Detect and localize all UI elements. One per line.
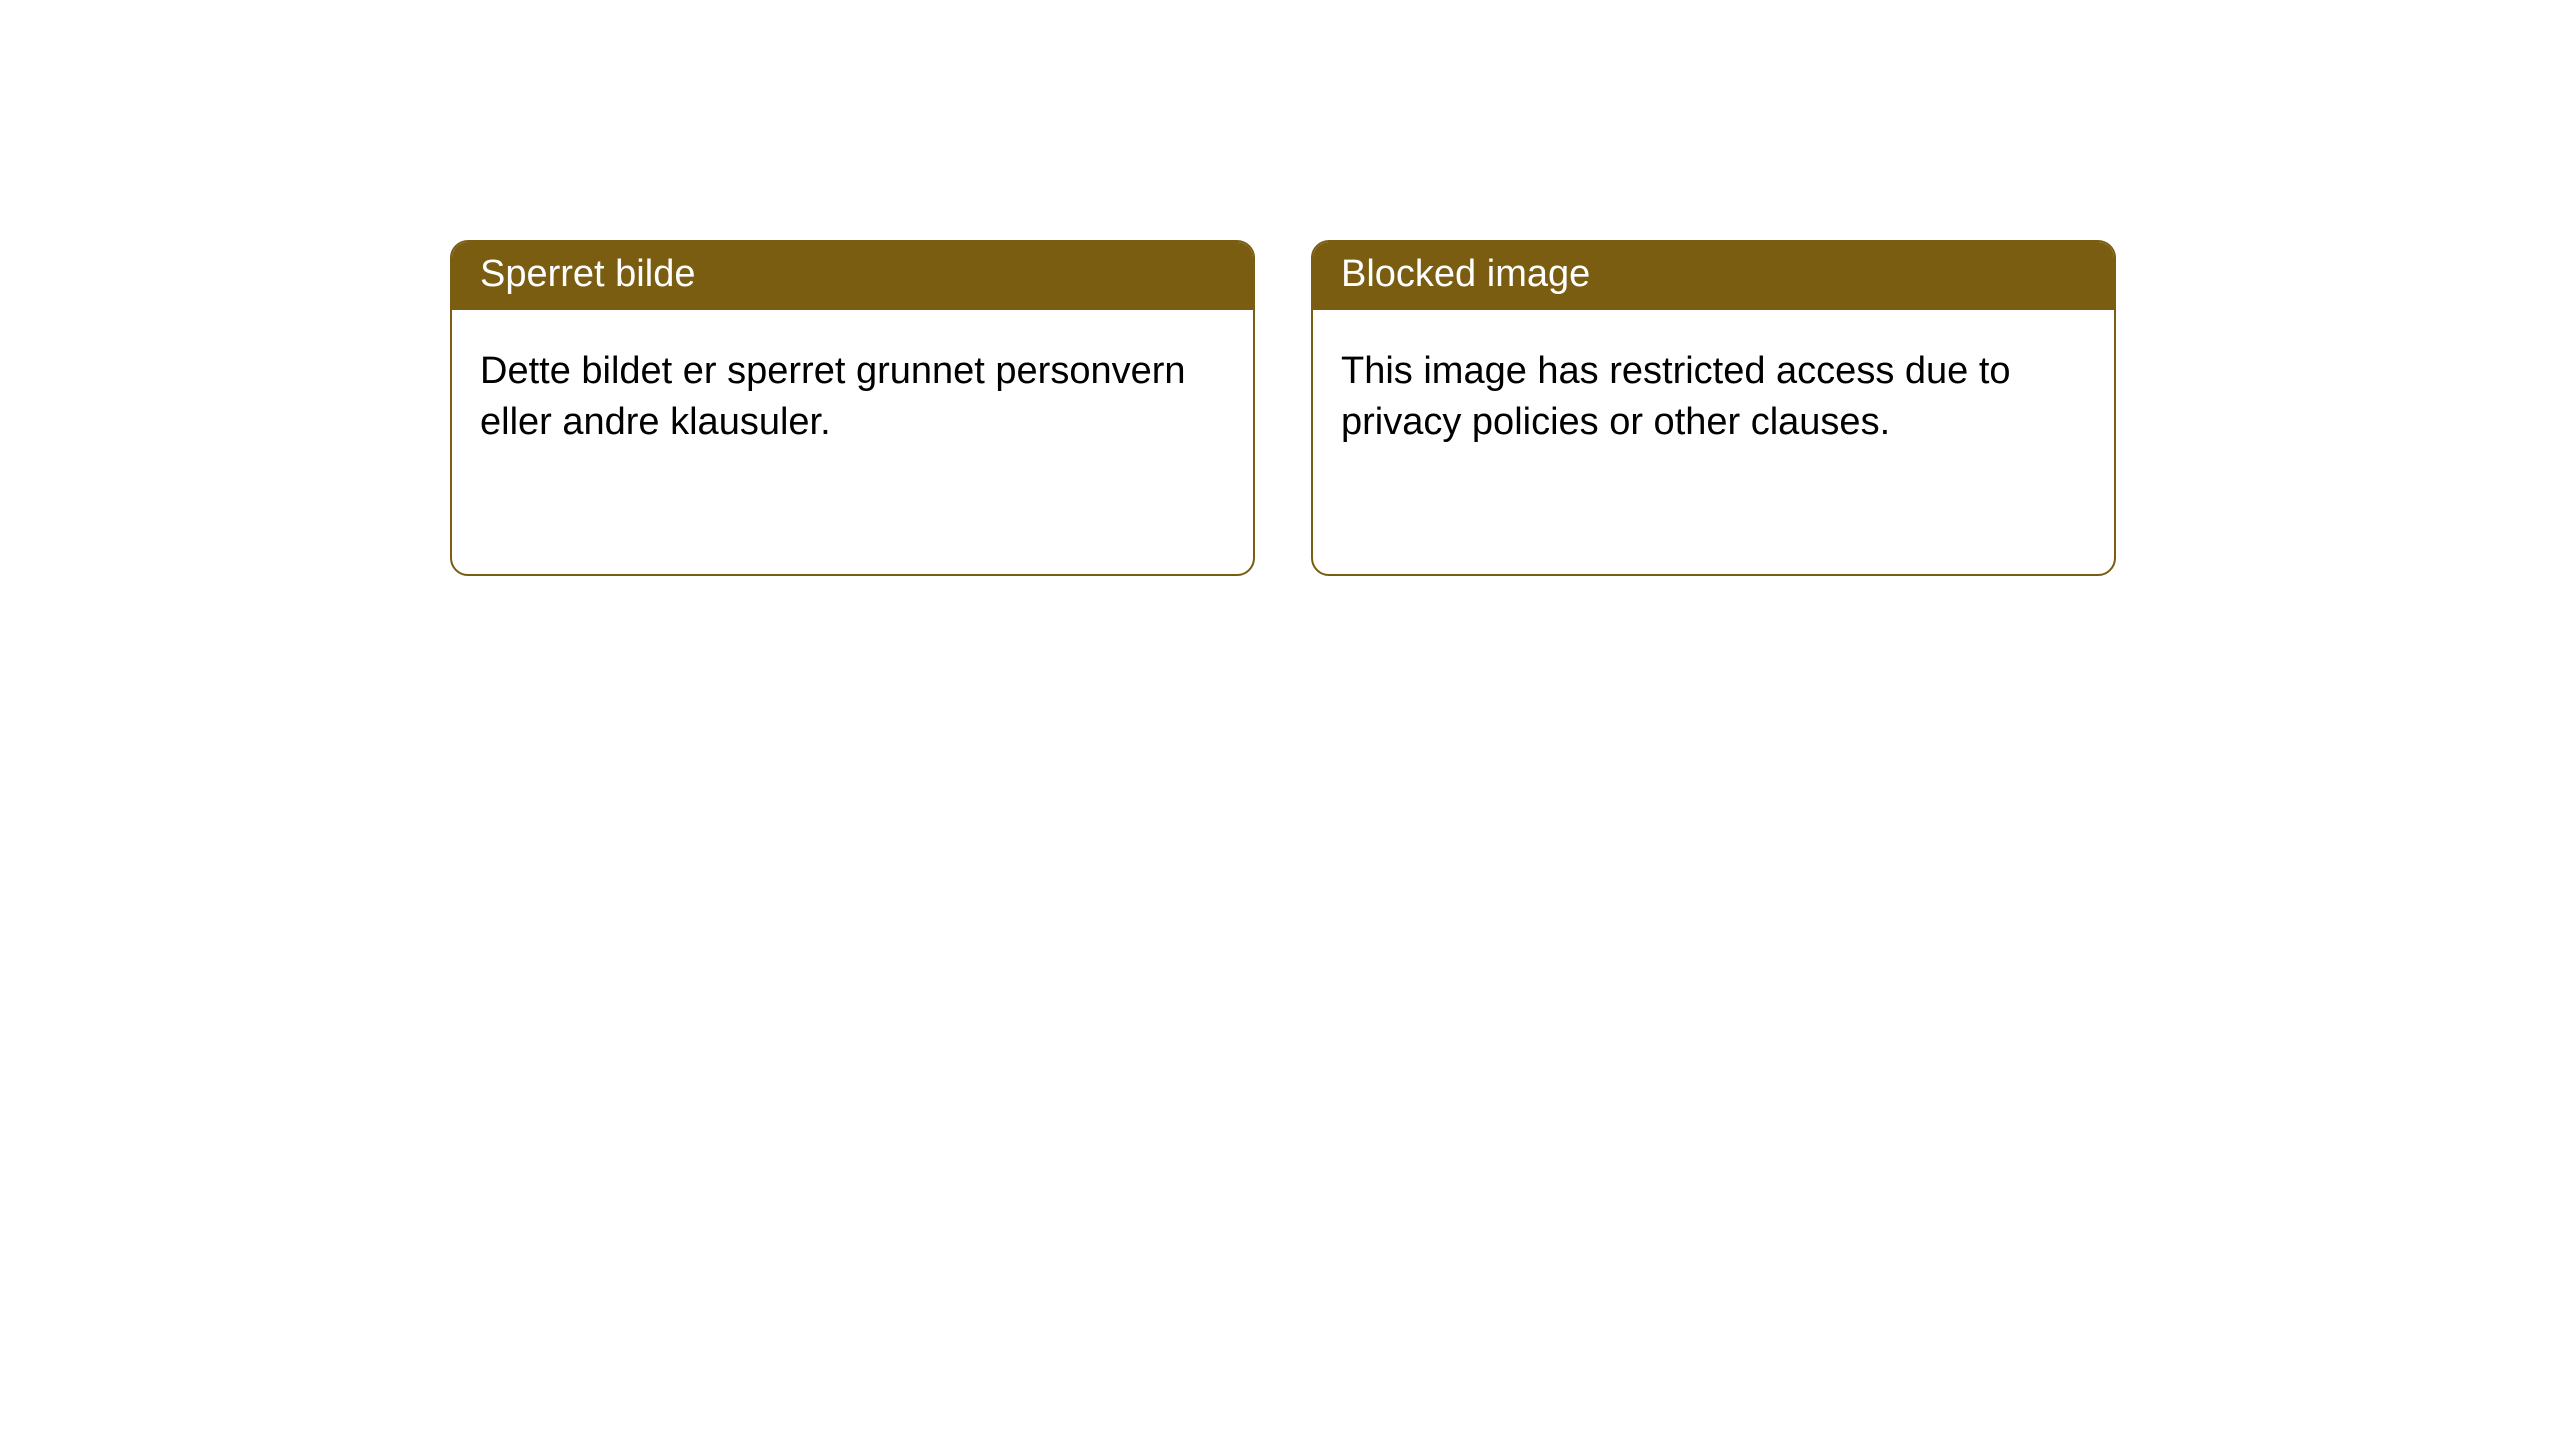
card-header-no: Sperret bilde (452, 242, 1253, 310)
card-body-no: Dette bildet er sperret grunnet personve… (452, 310, 1253, 485)
card-header-en: Blocked image (1313, 242, 2114, 310)
card-body-en: This image has restricted access due to … (1313, 310, 2114, 485)
notice-container: Sperret bilde Dette bildet er sperret gr… (0, 0, 2560, 576)
blocked-image-card-no: Sperret bilde Dette bildet er sperret gr… (450, 240, 1255, 576)
blocked-image-card-en: Blocked image This image has restricted … (1311, 240, 2116, 576)
